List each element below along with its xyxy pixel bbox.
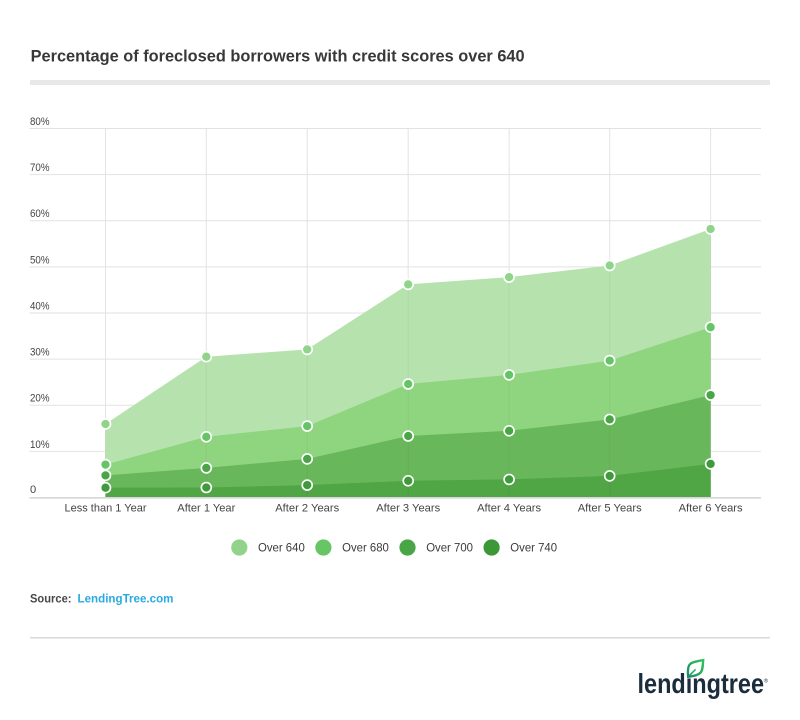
svg-text:Over 740: Over 740 bbox=[510, 542, 557, 554]
svg-text:80%: 80% bbox=[30, 116, 50, 128]
svg-text:50%: 50% bbox=[30, 254, 50, 266]
svg-text:After 6 Years: After 6 Years bbox=[679, 502, 743, 514]
svg-text:Percentage of foreclosed borro: Percentage of foreclosed borrowers with … bbox=[31, 48, 525, 66]
svg-text:0: 0 bbox=[30, 484, 36, 496]
svg-text:60%: 60% bbox=[30, 208, 50, 220]
svg-text:After 2 Years: After 2 Years bbox=[275, 502, 339, 514]
svg-text:20%: 20% bbox=[30, 393, 50, 405]
svg-text:Over 700: Over 700 bbox=[426, 542, 473, 554]
svg-text:Source:: Source: bbox=[30, 592, 72, 606]
svg-text:After 1 Year: After 1 Year bbox=[177, 502, 235, 514]
svg-text:After 5 Years: After 5 Years bbox=[578, 502, 642, 514]
svg-text:After 3 Years: After 3 Years bbox=[376, 502, 440, 514]
svg-text:Less than 1 Year: Less than 1 Year bbox=[65, 502, 147, 514]
svg-text:After 4 Years: After 4 Years bbox=[477, 502, 541, 514]
svg-text:®: ® bbox=[764, 678, 769, 685]
svg-text:70%: 70% bbox=[30, 162, 50, 174]
svg-text:10%: 10% bbox=[30, 439, 50, 451]
svg-text:LendingTree.com: LendingTree.com bbox=[78, 592, 174, 606]
svg-text:Over 640: Over 640 bbox=[258, 542, 305, 554]
svg-text:30%: 30% bbox=[30, 347, 50, 359]
svg-text:40%: 40% bbox=[30, 300, 50, 312]
svg-text:Over 680: Over 680 bbox=[342, 542, 389, 554]
